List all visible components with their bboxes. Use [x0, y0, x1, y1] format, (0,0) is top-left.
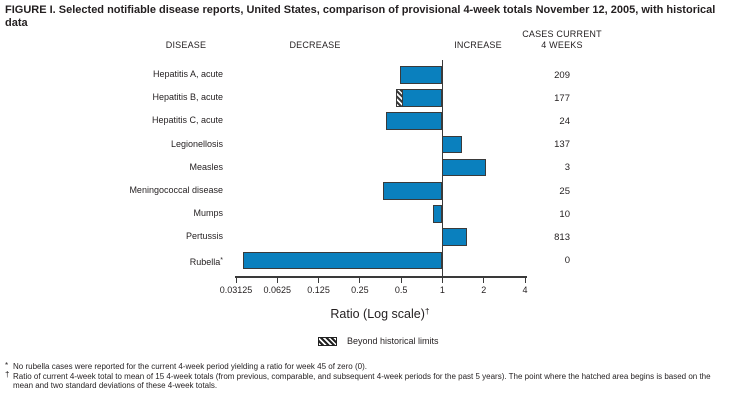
disease-label: Hepatitis A, acute — [152, 69, 223, 79]
ratio-bar — [383, 182, 443, 200]
disease-label: Mumps — [193, 208, 223, 219]
case-count: 24 — [559, 115, 570, 127]
case-count: 813 — [554, 231, 570, 243]
ratio-bar — [442, 228, 468, 246]
case-count: 3 — [564, 162, 570, 174]
ratio-bar — [442, 135, 463, 154]
x-axis-tick-label: 1 — [439, 285, 445, 295]
column-header-increase: INCREASE — [454, 40, 502, 50]
hatched-swatch-icon — [318, 337, 337, 346]
x-axis-tick — [318, 277, 320, 283]
disease-label: Legionellosis — [170, 138, 223, 149]
column-header-cases-line2: 4 WEEKS — [541, 39, 583, 50]
case-count: 10 — [559, 208, 570, 220]
disease-label: Rubella* — [189, 256, 223, 267]
ratio-bar — [442, 158, 487, 177]
footnote-rubella: * No rubella cases were reported for the… — [5, 360, 732, 372]
x-axis-tick — [235, 277, 237, 283]
x-axis-tick — [441, 277, 443, 283]
case-count: 177 — [554, 92, 570, 104]
disease-label: Pertussis — [185, 231, 223, 242]
column-header-disease: DISEASE — [165, 40, 207, 50]
disease-label: Meningococcal disease — [129, 185, 223, 195]
x-axis-tick — [400, 277, 402, 283]
x-axis-line — [234, 276, 527, 278]
footnote-text: No rubella cases were reported for the c… — [13, 362, 367, 371]
x-axis-title-dagger: † — [424, 306, 430, 316]
ratio-bar — [396, 89, 443, 107]
x-axis-tick-label: 0.25 — [351, 285, 369, 295]
column-header-cases-line1: CASES CURRENT — [522, 29, 602, 39]
case-count: 25 — [559, 185, 570, 197]
case-count: 137 — [554, 139, 570, 151]
ratio-bar — [386, 112, 443, 130]
x-axis-tick — [524, 277, 526, 283]
rubella-asterisk: * — [220, 256, 223, 264]
x-axis-title-text: Ratio (Log scale) — [330, 307, 425, 321]
x-axis-tick-label: 2 — [481, 285, 487, 295]
ratio-bar — [242, 251, 443, 270]
footnotes: * No rubella cases were reported for the… — [5, 360, 732, 391]
x-axis-tick-label: 0.03125 — [219, 285, 253, 295]
disease-label: Hepatitis B, acute — [152, 92, 223, 103]
beyond-historical-limits-segment — [397, 90, 404, 106]
column-header-decrease: DECREASE — [289, 40, 341, 50]
x-axis-tick-label: 0.5 — [394, 285, 408, 295]
case-count: 209 — [554, 69, 570, 81]
x-axis-tick-label: 4 — [522, 285, 528, 295]
legend-label: Beyond historical limits — [347, 336, 439, 346]
x-axis-tick — [276, 277, 278, 283]
disease-label: Measles — [189, 161, 223, 172]
footnote-marker-dagger: † — [5, 370, 10, 380]
x-axis-tick — [359, 277, 361, 283]
x-axis-title: Ratio (Log scale)† — [280, 306, 480, 321]
footnote-marker-asterisk: * — [5, 360, 9, 370]
footnote-text: Ratio of current 4-week total to mean of… — [13, 371, 711, 391]
case-count: 0 — [564, 255, 570, 267]
ratio-bar — [432, 205, 443, 223]
x-axis-tick-label: 0.0625 — [263, 285, 292, 295]
footnote-ratio: † Ratio of current 4-week total to mean … — [5, 370, 732, 391]
disease-label: Hepatitis C, acute — [151, 115, 223, 126]
x-axis-tick-label: 0.125 — [307, 285, 330, 295]
figure-title: FIGURE I. Selected notifiable disease re… — [5, 4, 716, 29]
column-header-cases: CASES CURRENT 4 WEEKS — [507, 29, 617, 50]
ratio-bar — [399, 66, 443, 84]
x-axis-tick — [483, 277, 485, 283]
